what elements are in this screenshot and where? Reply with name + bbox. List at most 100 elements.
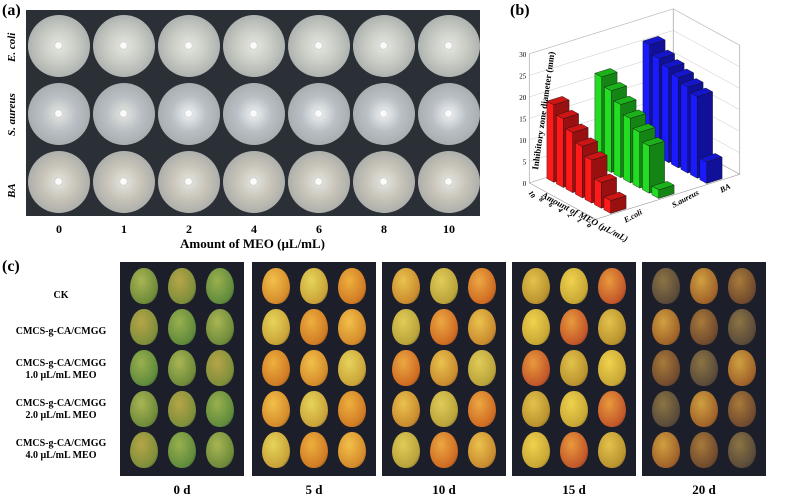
mango-fruit xyxy=(392,350,420,386)
chart-gridline xyxy=(529,8,740,55)
plate-row-ecoli xyxy=(26,13,480,79)
mango-fruit xyxy=(262,268,290,304)
petri-plate xyxy=(28,151,90,213)
row-label-saureus: S. aureus xyxy=(6,93,18,136)
mango-fruit xyxy=(522,391,550,427)
mango-fruit xyxy=(598,309,626,345)
antibiotic-disk xyxy=(55,42,62,49)
petri-plate xyxy=(158,83,220,145)
mango-fruit xyxy=(690,309,718,345)
mango-fruit xyxy=(728,309,756,345)
mango-fruit xyxy=(652,309,680,345)
antibiotic-disk xyxy=(380,42,387,49)
day-photo-panel xyxy=(120,262,244,476)
day-photo-panel xyxy=(382,262,506,476)
dose-label: 8 xyxy=(381,222,387,236)
petri-plate xyxy=(223,83,285,145)
mango-fruit xyxy=(206,268,234,304)
petri-plate xyxy=(93,15,155,77)
bar-saureus xyxy=(651,181,675,199)
z-tick-label: 15 xyxy=(519,115,527,123)
mango-fruit xyxy=(560,432,588,468)
mango-fruit xyxy=(168,432,196,468)
antibiotic-disk xyxy=(55,110,62,117)
mango-fruit xyxy=(130,391,158,427)
mango-fruit xyxy=(130,268,158,304)
mango-fruit xyxy=(168,309,196,345)
antibiotic-disk xyxy=(445,178,452,185)
mango-fruit xyxy=(468,350,496,386)
mango-fruit xyxy=(560,268,588,304)
treatment-label: CMCS-g-CA/CMGG 4.0 μL/mL MEO xyxy=(2,438,120,462)
panel-a-label: (a) xyxy=(2,2,21,19)
petri-plate xyxy=(288,83,350,145)
antibiotic-disk xyxy=(250,178,257,185)
petri-plate xyxy=(353,83,415,145)
mango-fruit xyxy=(338,432,366,468)
day-label: 0 d xyxy=(173,482,191,497)
mango-fruit xyxy=(300,350,328,386)
mango-fruit xyxy=(392,432,420,468)
antibiotic-disk xyxy=(185,178,192,185)
mango-fruit xyxy=(522,268,550,304)
z-tick-label: 30 xyxy=(519,51,527,59)
petri-plate xyxy=(418,151,480,213)
mango-fruit xyxy=(468,268,496,304)
petri-plate xyxy=(288,15,350,77)
mango-fruit xyxy=(130,432,158,468)
day-photo-panel xyxy=(512,262,636,476)
category-tick-label: 1 xyxy=(575,217,584,224)
mango-fruit xyxy=(338,391,366,427)
category-tick-label: 6 xyxy=(546,201,555,208)
mango-fruit xyxy=(728,350,756,386)
day-label: 10 d xyxy=(432,482,456,497)
mango-fruit xyxy=(392,268,420,304)
treatment-label-line1: CMCS-g-CA/CMGG xyxy=(15,438,107,449)
panel-b-label: (b) xyxy=(510,2,530,19)
mango-fruit xyxy=(338,268,366,304)
dose-label: 2 xyxy=(186,222,192,236)
panel-c-label: (c) xyxy=(2,258,20,275)
petri-plate xyxy=(158,15,220,77)
plate-row-saureus xyxy=(26,81,480,147)
treatment-label: CMCS-g-CA/CMGG 1.0 μL/mL MEO xyxy=(2,358,120,382)
mango-fruit xyxy=(652,432,680,468)
petri-plate xyxy=(353,151,415,213)
mango-fruit xyxy=(206,391,234,427)
category-tick-label: 2 xyxy=(565,212,574,219)
mango-fruit xyxy=(598,268,626,304)
mango-fruit xyxy=(206,432,234,468)
z-tick-label: 5 xyxy=(523,158,527,166)
day-label: 15 d xyxy=(562,482,586,497)
mango-fruit xyxy=(690,268,718,304)
category-tick-label: 4 xyxy=(556,207,565,214)
antibiotic-disk xyxy=(380,178,387,185)
treatment-label-line1: CMCS-g-CA/CMGG xyxy=(15,398,107,409)
mango-fruit xyxy=(430,391,458,427)
antibiotic-disk xyxy=(185,42,192,49)
dose-label: 0 xyxy=(56,222,62,236)
z-tick-label: 10 xyxy=(519,137,527,145)
category-tick-label: 8 xyxy=(537,196,546,203)
mango-fruit xyxy=(560,391,588,427)
petri-plate-grid xyxy=(26,10,480,216)
bar-ecoli xyxy=(603,191,627,214)
mango-fruit xyxy=(262,350,290,386)
antibiotic-disk xyxy=(250,110,257,117)
mango-fruit xyxy=(300,309,328,345)
treatment-label: CK xyxy=(2,290,120,302)
mango-fruit xyxy=(652,350,680,386)
antibiotic-disk xyxy=(120,42,127,49)
mango-fruit xyxy=(468,432,496,468)
petri-plate xyxy=(353,15,415,77)
mango-fruit xyxy=(300,391,328,427)
z-tick-label: 20 xyxy=(519,94,527,102)
chart-gridline xyxy=(529,51,740,98)
mango-fruit xyxy=(392,309,420,345)
day-label: 20 d xyxy=(692,482,716,497)
dose-label: 1 xyxy=(121,222,127,236)
mango-fruit xyxy=(522,432,550,468)
mango-fruit xyxy=(392,391,420,427)
mango-fruit xyxy=(560,350,588,386)
